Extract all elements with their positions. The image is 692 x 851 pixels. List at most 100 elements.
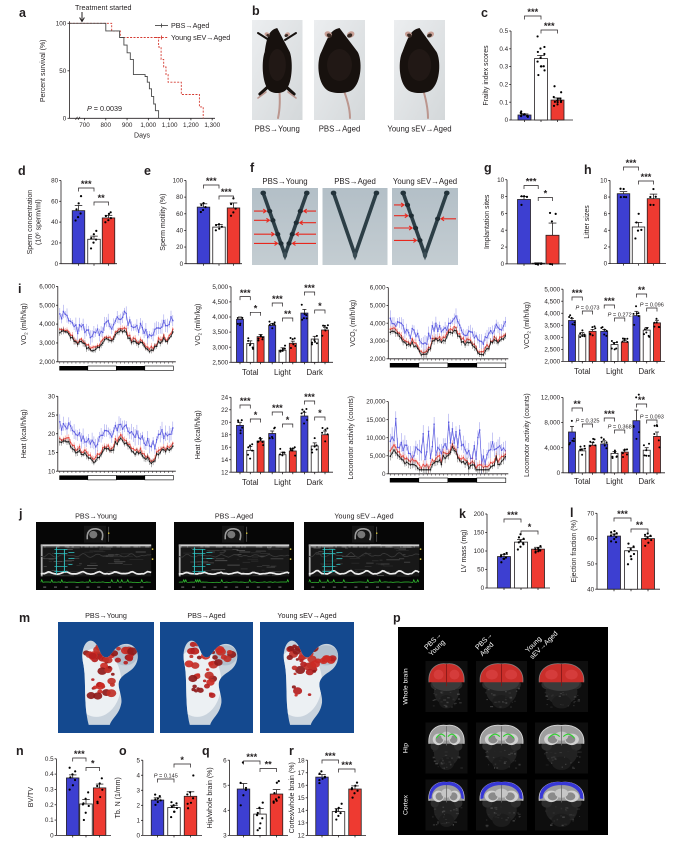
svg-text:c: c	[481, 6, 488, 20]
svg-text:PBS→Aged: PBS→Aged	[334, 177, 376, 186]
svg-text:4,500: 4,500	[212, 299, 228, 306]
svg-text:10,000: 10,000	[366, 435, 386, 442]
svg-text:30: 30	[48, 393, 56, 400]
svg-text:6: 6	[604, 211, 608, 218]
svg-text:Dark: Dark	[638, 367, 655, 376]
svg-text:***: ***	[272, 294, 283, 304]
svg-text:12: 12	[298, 833, 306, 840]
svg-text:Days: Days	[134, 132, 150, 139]
svg-text:25: 25	[48, 412, 56, 419]
svg-text:10: 10	[48, 468, 56, 475]
svg-text:2,000: 2,000	[544, 359, 560, 366]
svg-text:16: 16	[298, 782, 306, 789]
svg-text:*: *	[91, 759, 95, 769]
svg-text:***: ***	[507, 510, 518, 520]
svg-text:***: ***	[604, 296, 615, 306]
svg-text:BV/TV: BV/TV	[28, 787, 35, 808]
svg-text:0.4: 0.4	[499, 46, 508, 53]
svg-text:P = 0.368: P = 0.368	[608, 425, 632, 431]
svg-text:*: *	[286, 415, 290, 425]
svg-text:Implantation sites: Implantation sites	[484, 194, 491, 249]
svg-text:2,500: 2,500	[544, 347, 560, 354]
svg-text:***: ***	[81, 179, 92, 189]
svg-text:Sperm motility (%): Sperm motility (%)	[160, 194, 167, 251]
svg-text:8,000: 8,000	[544, 420, 560, 427]
svg-text:22: 22	[221, 407, 229, 414]
svg-text:***: ***	[74, 749, 85, 759]
svg-text:PBS→Aged: PBS→Aged	[171, 21, 209, 30]
svg-text:2: 2	[501, 244, 505, 251]
svg-text:a: a	[19, 6, 27, 20]
svg-text:***: ***	[527, 7, 538, 17]
svg-text:**: **	[265, 760, 273, 770]
svg-text:4,000: 4,000	[544, 445, 560, 452]
svg-text:r: r	[289, 744, 294, 758]
svg-text:***: ***	[572, 288, 583, 298]
svg-text:VCO2 (ml/h/kg): VCO2 (ml/h/kg)	[350, 300, 358, 347]
svg-text:***: ***	[246, 752, 257, 762]
svg-text:l: l	[570, 506, 573, 520]
svg-text:*: *	[180, 755, 184, 765]
svg-text:0.1: 0.1	[499, 99, 508, 106]
svg-text:40: 40	[176, 228, 184, 235]
svg-text:0: 0	[136, 833, 140, 840]
svg-text:P = 0.325: P = 0.325	[575, 419, 599, 425]
svg-text:4,500: 4,500	[544, 298, 560, 305]
svg-text:20: 20	[48, 431, 56, 438]
svg-text:VCO2 (ml/h/kg): VCO2 (ml/h/kg)	[524, 302, 532, 349]
svg-text:6: 6	[223, 757, 227, 764]
svg-text:1,000: 1,000	[140, 122, 156, 129]
svg-text:*: *	[544, 189, 548, 199]
svg-text:Locomotor activity (counts): Locomotor activity (counts)	[524, 393, 531, 477]
svg-text:50: 50	[587, 561, 595, 568]
svg-text:o: o	[119, 744, 127, 758]
svg-text:0.4: 0.4	[45, 771, 54, 778]
svg-text:**: **	[98, 193, 106, 203]
svg-text:15: 15	[48, 450, 56, 457]
svg-text:Light: Light	[274, 478, 292, 487]
svg-text:60: 60	[176, 211, 184, 218]
svg-text:Total: Total	[242, 478, 259, 487]
svg-text:***: ***	[604, 409, 615, 419]
svg-text:PBS→Young: PBS→Young	[85, 611, 127, 620]
svg-text:i: i	[18, 282, 21, 296]
svg-text:80: 80	[176, 194, 184, 201]
svg-text:PBS→Young: PBS→Young	[75, 512, 117, 521]
svg-text:Cortex/whole brain (%): Cortex/whole brain (%)	[289, 762, 296, 833]
svg-text:5,000: 5,000	[544, 286, 560, 293]
svg-text:0: 0	[501, 261, 505, 268]
svg-text:100: 100	[173, 178, 184, 185]
svg-text:P = 0.093: P = 0.093	[640, 415, 664, 421]
svg-text:***: ***	[626, 158, 637, 168]
svg-text:j: j	[18, 507, 22, 521]
svg-text:Light: Light	[606, 367, 624, 376]
svg-text:24: 24	[221, 394, 229, 401]
svg-text:0: 0	[180, 261, 184, 268]
svg-text:5: 5	[136, 757, 140, 764]
svg-text:900: 900	[122, 122, 133, 129]
svg-text:Young sEV→Aged: Young sEV→Aged	[334, 512, 393, 521]
svg-text:3: 3	[136, 787, 140, 794]
svg-text:d: d	[18, 164, 26, 178]
svg-text:**: **	[284, 309, 292, 319]
svg-text:20: 20	[176, 244, 184, 251]
svg-text:Heat (kcal/h/kg): Heat (kcal/h/kg)	[195, 410, 202, 459]
svg-text:h: h	[584, 163, 592, 177]
svg-text:0: 0	[557, 470, 561, 477]
svg-text:60: 60	[587, 536, 595, 543]
svg-text:k: k	[459, 507, 466, 521]
svg-text:4: 4	[604, 227, 608, 234]
svg-text:P = 0.096: P = 0.096	[640, 303, 664, 309]
svg-text:3,500: 3,500	[544, 322, 560, 329]
svg-text:LV mass (mg): LV mass (mg)	[461, 529, 468, 572]
svg-text:P = 0.073: P = 0.073	[575, 306, 599, 312]
svg-text:q: q	[202, 744, 210, 758]
svg-text:***: ***	[325, 751, 336, 761]
svg-text:80: 80	[51, 178, 59, 185]
svg-text:***: ***	[341, 760, 352, 770]
svg-text:0: 0	[63, 116, 67, 123]
svg-text:5,000: 5,000	[39, 302, 55, 309]
svg-text:**: **	[638, 285, 646, 295]
svg-text:5,000: 5,000	[212, 284, 228, 291]
svg-text:Tb. N (1/mm): Tb. N (1/mm)	[115, 777, 122, 818]
